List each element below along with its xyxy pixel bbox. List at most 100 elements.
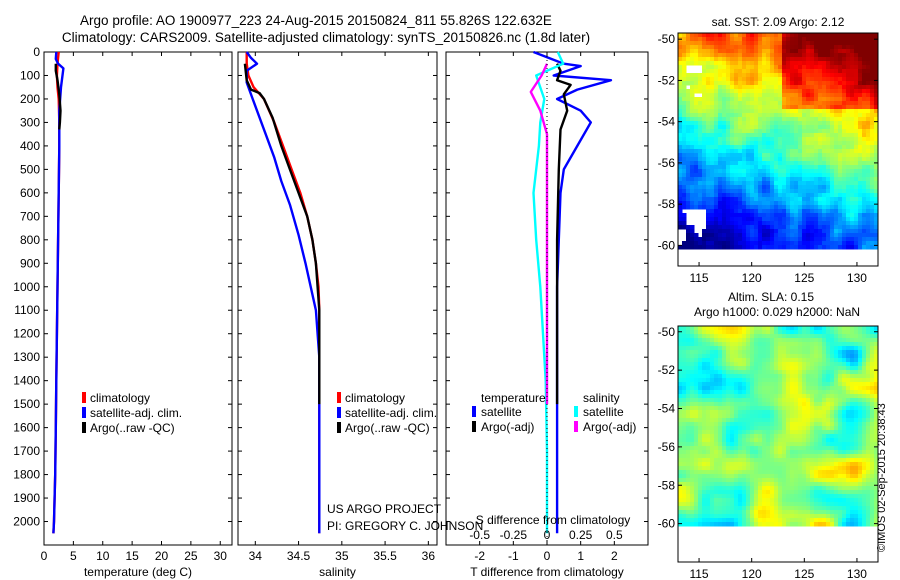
salinity-xtick-label: 34.5: [287, 549, 311, 563]
temperature-legend-swatch: [82, 422, 86, 433]
sst-map-raster: [678, 33, 879, 250]
temperature-series-argo-raw-qc-: [54, 63, 62, 130]
salinity-xtick-label: 36: [422, 549, 436, 563]
sla-map-xtick-label: 115: [689, 567, 708, 580]
depth-ytick-label: 1100: [14, 303, 40, 317]
differences-xtick-label: -2: [474, 549, 485, 563]
depth-ytick-label: 2000: [13, 515, 40, 529]
depth-ytick-label: 1700: [13, 444, 40, 458]
salinity-legend-swatch: [337, 407, 341, 418]
differences-legend-label: satellite: [481, 405, 522, 419]
sst-map-frame: [677, 32, 879, 267]
temperature-legend-label: Argo(..raw -QC): [90, 421, 175, 435]
differences-legend-group-temperature: temperature: [481, 391, 546, 405]
sla-map-ytick-label: -50: [658, 325, 676, 339]
salinity-series-climatology: [245, 52, 321, 534]
depth-ytick-label: 900: [20, 256, 40, 270]
sla-map-ytick-label: -60: [658, 517, 676, 531]
sst-map-ytick-label: -50: [658, 32, 676, 46]
differences-x2tick-label: 0.5: [606, 528, 623, 542]
differences-legend-swatch: [472, 406, 476, 417]
temperature-xtick-label: 30: [214, 549, 228, 563]
depth-ytick-label: 400: [20, 139, 40, 153]
temperature-xtick-label: 25: [184, 549, 198, 563]
sst-map-title: sat. SST: 2.09 Argo: 2.12: [712, 15, 845, 29]
salinity-annotation-project: US ARGO PROJECT: [327, 502, 442, 516]
sst-map-ytick-label: -52: [658, 73, 676, 87]
figure-title-line2: Climatology: CARS2009. Satellite-adjuste…: [61, 30, 591, 45]
depth-ytick-label: 500: [20, 162, 40, 176]
depth-ytick-label: 1500: [13, 397, 40, 411]
differences-series-salinity-satellite: [532, 51, 565, 534]
temperature-series-satellite-adj-clim-: [52, 51, 65, 534]
sla-map-title-line1: Altim. SLA: 0.15: [728, 290, 814, 304]
differences-x2tick-label: 0.25: [569, 528, 593, 542]
differences-x2label: S difference from climatology: [476, 513, 631, 527]
depth-ytick-label: 700: [20, 209, 40, 223]
depth-ytick-label: 800: [20, 233, 40, 247]
sla-map-raster: [678, 326, 879, 527]
differences-legend-swatch: [574, 406, 578, 417]
differences-legend-label: Argo(-adj): [583, 420, 636, 434]
temperature-plot-frame: [43, 51, 233, 546]
salinity-series-satellite-adj-clim-: [245, 51, 321, 534]
salinity-xtick-label: 34: [249, 549, 263, 563]
temperature-xtick-label: 0: [41, 549, 48, 563]
salinity-plot-frame: [237, 51, 438, 546]
temperature-xtick-label: 15: [125, 549, 139, 563]
differences-xtick-label: 0: [544, 549, 551, 563]
temperature-legend-label: climatology: [90, 391, 150, 405]
differences-x2tick-label: 0: [544, 528, 551, 542]
sla-map-xtick-label: 125: [794, 567, 814, 580]
temperature-legend-swatch: [82, 392, 86, 403]
depth-ytick-label: 1000: [13, 280, 40, 294]
temperature-xtick-label: 5: [70, 549, 77, 563]
sla-map-ytick-label: -58: [658, 478, 676, 492]
salinity-xlabel: salinity: [319, 565, 356, 579]
differences-legend-label: Argo(-adj): [481, 420, 534, 434]
differences-legend-group-salinity: salinity: [583, 391, 620, 405]
temperature-xtick-label: 20: [155, 549, 169, 563]
differences-legend-swatch: [472, 421, 476, 432]
salinity-legend-swatch: [337, 422, 341, 433]
differences-legend-label: satellite: [583, 405, 624, 419]
sla-map-ytick-label: -56: [658, 440, 676, 454]
differences-xlabel: T difference from climatology: [470, 565, 624, 579]
differences-xtick-label: -1: [508, 549, 519, 563]
temperature-legend-label: satellite-adj. clim.: [90, 406, 182, 420]
sla-map-xtick-label: 130: [847, 567, 867, 580]
sla-map-ytick-label: -54: [658, 402, 676, 416]
sst-map-xtick-label: 130: [847, 271, 867, 285]
depth-ytick-label: 100: [20, 68, 40, 82]
sst-map-xtick-label: 120: [742, 271, 762, 285]
temperature-xtick-label: 10: [96, 549, 110, 563]
depth-ytick-label: 200: [20, 92, 40, 106]
differences-x2tick-label: -0.25: [500, 528, 528, 542]
differences-series-salinity-argo-adj-: [529, 63, 549, 405]
salinity-annotation-pi: PI: GREGORY C. JOHNSON: [327, 519, 483, 533]
depth-ytick-label: 0: [33, 45, 40, 59]
differences-series-temperature-argo-adj-: [555, 63, 572, 405]
sst-map-ytick-label: -56: [658, 156, 676, 170]
depth-ytick-label: 1800: [13, 468, 40, 482]
sst-map-ytick-label: -54: [658, 115, 676, 129]
figure-title-line1: Argo profile: AO 1900977_223 24-Aug-2015…: [80, 13, 552, 28]
temperature-xlabel: temperature (deg C): [84, 565, 192, 579]
sst-map-ytick-label: -58: [658, 197, 676, 211]
temperature-legend-swatch: [82, 407, 86, 418]
depth-ytick-label: 1300: [13, 350, 40, 364]
depth-ytick-label: 300: [20, 115, 40, 129]
depth-ytick-label: 1200: [13, 327, 40, 341]
sla-map-title-line2: Argo h1000: 0.029 h2000: NaN: [694, 305, 860, 319]
salinity-legend-label: Argo(..raw -QC): [345, 421, 430, 435]
sst-map-ytick-label: -60: [658, 238, 676, 252]
salinity-series-argo-raw-qc-: [243, 63, 321, 405]
salinity-xtick-label: 35.5: [373, 549, 397, 563]
depth-ytick-label: 1400: [13, 374, 40, 388]
depth-ytick-label: 1600: [13, 421, 40, 435]
salinity-xtick-label: 35: [335, 549, 349, 563]
depth-ytick-label: 1900: [13, 491, 40, 505]
salinity-legend-swatch: [337, 392, 341, 403]
sla-map-ytick-label: -52: [658, 363, 676, 377]
sla-map-frame: [677, 325, 879, 563]
